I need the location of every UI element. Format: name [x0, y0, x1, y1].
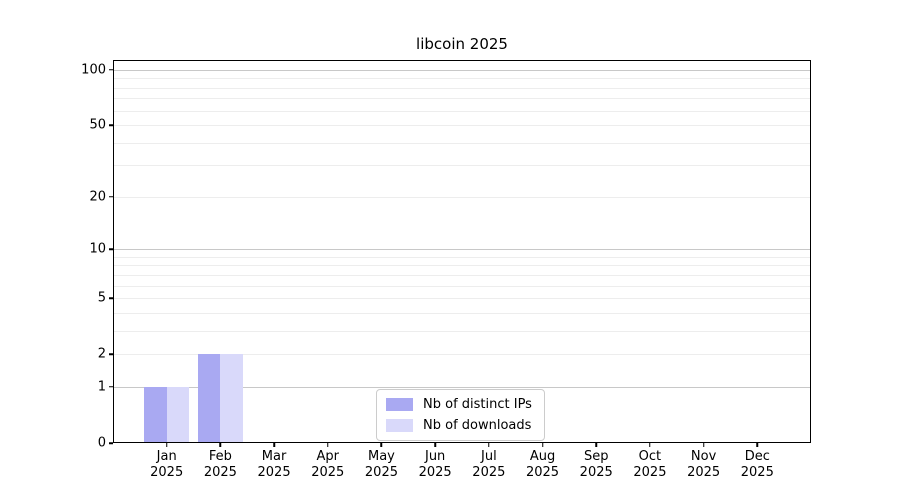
x-tick-label: Nov 2025 [687, 449, 720, 481]
x-tick-label-line: Jul [481, 449, 497, 464]
x-tick-mark [702, 443, 705, 447]
x-tick-label: Oct 2025 [633, 449, 666, 481]
x-tick-mark [595, 443, 597, 447]
y-tick-label: 50 [89, 117, 106, 133]
x-tick-label: May 2025 [365, 449, 398, 481]
y-tick-mark [109, 248, 113, 250]
plot-area: Nb of distinct IPs Nb of downloads [113, 60, 811, 443]
x-tick-mark [327, 443, 329, 447]
bar-distinct-ips-feb [197, 354, 221, 443]
y-tick-label: 1 [97, 379, 106, 395]
gridline-minor [113, 285, 811, 287]
chart-title: libcoin 2025 [416, 35, 508, 53]
x-tick-mark [273, 443, 275, 447]
legend-label-distinct-ips: Nb of distinct IPs [423, 397, 532, 412]
x-tick-label-line: 2025 [740, 465, 774, 480]
x-tick-mark [434, 443, 436, 447]
legend-item-downloads: Nb of downloads [386, 418, 532, 433]
y-tick-mark [109, 297, 113, 299]
y-tick-mark [109, 386, 113, 388]
legend: Nb of distinct IPs Nb of downloads [376, 389, 545, 441]
legend-swatch-downloads-icon [386, 419, 413, 432]
x-tick-mark [219, 443, 222, 447]
x-tick-label-line: Jan [156, 449, 177, 464]
gridline-minor [113, 256, 811, 258]
y-tick-mark [109, 353, 113, 355]
x-tick-label-line: Apr [316, 449, 340, 464]
x-tick-label: Jan 2025 [150, 449, 183, 481]
y-tick-label: 5 [97, 290, 106, 306]
x-tick-label-line: May [368, 449, 395, 464]
gridline-minor [113, 274, 811, 276]
gridline-major [113, 386, 811, 388]
x-tick-label: Feb 2025 [204, 449, 237, 481]
x-tick-mark [380, 443, 383, 447]
x-tick-label-line: Oct [638, 449, 662, 464]
x-tick-mark [756, 443, 759, 447]
x-tick-label: Jun 2025 [419, 449, 452, 481]
x-tick-label-line: Feb [208, 449, 232, 464]
legend-label-downloads: Nb of downloads [423, 418, 532, 433]
gridline-minor [113, 78, 811, 80]
x-tick-label-line: 2025 [150, 465, 184, 480]
gridlines-layer [113, 60, 811, 443]
y-tick-label: 0 [97, 435, 106, 451]
bars-layer [113, 60, 811, 443]
y-tick-mark [109, 69, 113, 71]
x-tick-label-line: 2025 [311, 465, 345, 480]
x-tick-mark [649, 443, 651, 447]
legend-swatch-distinct-ips-icon [386, 398, 413, 411]
x-tick-label: Apr 2025 [311, 449, 344, 481]
gridline-major [113, 69, 811, 71]
gridline-minor [113, 87, 811, 89]
y-tick-mark [109, 196, 113, 198]
x-tick-mark [488, 443, 490, 447]
gridline-minor [113, 354, 811, 356]
bar-distinct-ips-jan [144, 386, 167, 443]
legend-item-distinct-ips: Nb of distinct IPs [386, 397, 532, 412]
x-tick-label-line: Dec [744, 449, 770, 464]
y-tick-mark [109, 124, 113, 126]
x-tick-label-line: 2025 [472, 465, 506, 480]
x-tick-mark [541, 443, 544, 447]
x-tick-label-line: Mar [261, 449, 287, 464]
x-tick-mark [165, 443, 168, 447]
x-tick-label-line: 2025 [203, 465, 237, 480]
x-tick-label-line: Nov [690, 449, 717, 464]
y-tick-label: 20 [89, 189, 106, 205]
gridline-minor [113, 125, 811, 127]
gridline-minor [113, 196, 811, 198]
x-tick-label-line: 2025 [364, 465, 398, 480]
x-tick-label: Aug 2025 [526, 449, 559, 481]
gridline-minor [113, 265, 811, 267]
gridline-minor [113, 330, 811, 332]
x-tick-label: Dec 2025 [741, 449, 774, 481]
x-tick-label: Jul 2025 [472, 449, 505, 481]
gridline-major [113, 249, 811, 251]
gridline-minor [113, 110, 811, 112]
gridline-minor [113, 312, 811, 314]
gridline-minor [113, 165, 811, 167]
x-tick-label-line: Sep [583, 449, 609, 464]
y-tick-mark [109, 442, 113, 444]
y-tick-label: 2 [97, 346, 106, 362]
x-tick-label-line: Aug [529, 449, 556, 464]
x-tick-label-line: Jun [424, 449, 446, 464]
x-tick-label-line: 2025 [525, 465, 560, 480]
x-tick-label-line: 2025 [257, 465, 291, 480]
x-tick-label-line: 2025 [418, 465, 452, 480]
x-tick-label: Sep 2025 [580, 449, 613, 481]
x-tick-label-line: 2025 [633, 465, 667, 480]
y-tick-label: 100 [81, 62, 106, 78]
gridline-minor [113, 142, 811, 144]
bar-downloads-jan [166, 386, 190, 443]
bar-downloads-feb [220, 354, 243, 443]
y-tick-label: 10 [89, 241, 106, 257]
gridline-minor [113, 298, 811, 300]
gridline-minor [113, 98, 811, 100]
x-tick-label-line: 2025 [687, 465, 721, 480]
x-tick-label-line: 2025 [579, 465, 613, 480]
x-tick-label: Mar 2025 [258, 449, 291, 481]
